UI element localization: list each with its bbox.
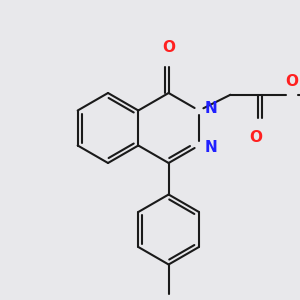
Text: O: O xyxy=(162,40,175,56)
Text: N: N xyxy=(205,101,218,116)
Text: O: O xyxy=(285,74,298,89)
Text: N: N xyxy=(205,140,218,155)
Text: O: O xyxy=(249,130,262,146)
